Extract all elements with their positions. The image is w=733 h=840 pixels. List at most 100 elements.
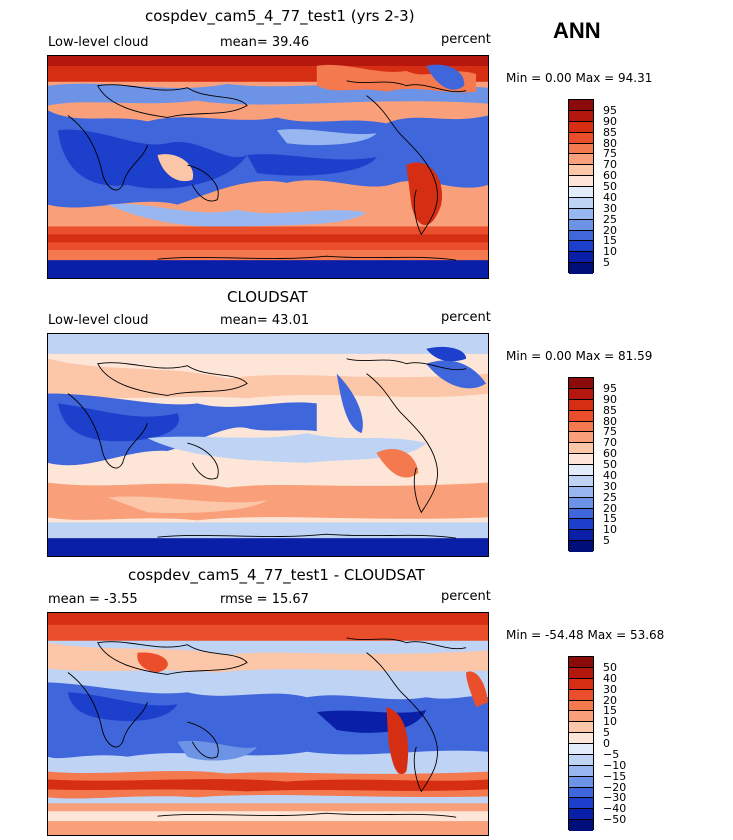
- colorbar-tick-label: 70: [603, 436, 617, 450]
- colorbar-swatch: [569, 519, 593, 531]
- colorbar-swatch: [569, 700, 593, 712]
- colorbar-tick-label: 15: [603, 512, 617, 526]
- colorbar-swatch: [569, 399, 593, 411]
- colorbar-tick-label: −50: [603, 813, 627, 827]
- colorbar-swatch: [569, 378, 593, 389]
- colorbar-tick-label: 50: [603, 660, 617, 674]
- colorbar-swatch: [569, 754, 593, 766]
- colorbar-swatch: [569, 410, 593, 422]
- colorbar-tick-label: 60: [603, 447, 617, 461]
- colorbar-tick-label: 40: [603, 468, 617, 482]
- colorbar: 95 90 85 80 75 70 60 50 40 30 25 20 15 10 5: [568, 99, 617, 274]
- colorbar-tick-label: 85: [603, 125, 617, 139]
- units-label: percent: [441, 32, 491, 47]
- colorbar-swatch: [569, 443, 593, 455]
- variable-label: Low-level cloud: [48, 35, 149, 50]
- colorbar-tick-label: 20: [603, 501, 617, 515]
- rmse-label: rmse = 15.67: [220, 592, 309, 607]
- colorbar-swatch: [569, 263, 593, 274]
- colorbar-tick-label: 10: [603, 715, 617, 729]
- colorbar-swatch: [569, 667, 593, 679]
- colorbar-swatch: [569, 508, 593, 520]
- colorbar-tick-label: 30: [603, 682, 617, 696]
- colorbar-swatch: [569, 733, 593, 744]
- minmax-label: Min = -54.48 Max = 53.68: [506, 628, 665, 642]
- colorbar-swatch: [569, 820, 593, 831]
- colorbar-swatch: [569, 154, 593, 166]
- variable-label: Low-level cloud: [48, 313, 149, 328]
- colorbar-tick-label: 75: [603, 147, 617, 161]
- colorbar-tick-label: 95: [603, 381, 617, 395]
- colorbar-swatch: [569, 165, 593, 177]
- colorbar-tick-label: −15: [603, 769, 627, 783]
- colorbar-swatch: [569, 143, 593, 155]
- colorbar-swatch: [569, 678, 593, 690]
- colorbar-swatch: [569, 121, 593, 133]
- difference-map: [47, 612, 489, 836]
- colorbar-tick-label: 10: [603, 245, 617, 259]
- colorbar-swatch: [569, 809, 593, 821]
- colorbar-swatch: [569, 252, 593, 264]
- season-label: ANN: [553, 18, 601, 43]
- colorbar-swatch: [569, 465, 593, 476]
- colorbar-tick-label: 20: [603, 693, 617, 707]
- colorbar-tick-label: 15: [603, 234, 617, 248]
- colorbar-swatch: [569, 176, 593, 187]
- colorbar-swatch: [569, 100, 593, 111]
- colorbar-swatch: [569, 208, 593, 220]
- colorbar-swatch: [569, 776, 593, 788]
- colorbar-tick-label: 80: [603, 136, 617, 150]
- minmax-label: Min = 0.00 Max = 94.31: [506, 71, 653, 85]
- units-label: percent: [441, 310, 491, 325]
- colorbar-swatch: [569, 475, 593, 487]
- minmax-label: Min = 0.00 Max = 81.59: [506, 349, 653, 363]
- colorbar-swatch: [569, 486, 593, 498]
- colorbar-tick-label: 90: [603, 114, 617, 128]
- colorbar-swatch: [569, 711, 593, 723]
- mean-label: mean = -3.55: [48, 592, 138, 607]
- colorbar-tick-label: 15: [603, 704, 617, 718]
- colorbar-tick-label: −40: [603, 802, 627, 816]
- colorbar-tick-label: −20: [603, 780, 627, 794]
- colorbar-tick-label: −5: [603, 747, 620, 761]
- units-label: percent: [441, 589, 491, 604]
- colorbar-tick-label: 25: [603, 212, 617, 226]
- colorbar-tick-label: 95: [603, 103, 617, 117]
- colorbar-swatch: [569, 132, 593, 144]
- panel-title: CLOUDSAT: [227, 288, 308, 306]
- colorbar-swatch: [569, 241, 593, 253]
- mean-label: mean= 43.01: [220, 313, 310, 328]
- colorbar-tick-label: 30: [603, 479, 617, 493]
- mean-label: mean= 39.46: [220, 35, 310, 50]
- colorbar-tick-label: 80: [603, 414, 617, 428]
- colorbar-swatch: [569, 187, 593, 198]
- colorbar-swatch: [569, 689, 593, 701]
- colorbar-swatch: [569, 230, 593, 242]
- colorbar-tick-label: −30: [603, 791, 627, 805]
- colorbar-swatch: [569, 388, 593, 400]
- colorbar-swatch: [569, 541, 593, 552]
- panel-title: cospdev_cam5_4_77_test1 (yrs 2-3): [145, 7, 415, 25]
- colorbar-swatch: [569, 722, 593, 734]
- colorbar-swatch: [569, 787, 593, 799]
- colorbar-swatch: [569, 765, 593, 777]
- colorbar-tick-label: 10: [603, 523, 617, 537]
- colorbar-swatch: [569, 497, 593, 509]
- colorbar-tick-label: 70: [603, 158, 617, 172]
- colorbar-tick-label: 20: [603, 223, 617, 237]
- colorbar-swatch: [569, 744, 593, 755]
- colorbar: 50 40 30 20 15 10 5 0 −5 −10 −15 −20 −30 −40 −50: [568, 656, 626, 831]
- colorbar-swatch: [569, 421, 593, 433]
- colorbar-tick-label: 75: [603, 425, 617, 439]
- colorbar-swatch: [569, 432, 593, 444]
- colorbar-swatch: [569, 197, 593, 209]
- colorbar-tick-label: 0: [603, 737, 610, 750]
- colorbar-tick-label: 5: [603, 256, 610, 270]
- colorbar-swatch: [569, 219, 593, 231]
- colorbar-swatch: [569, 530, 593, 542]
- colorbar: 95 90 85 80 75 70 60 50 40 30 25 20 15 10 5: [568, 377, 617, 552]
- colorbar-swatch: [569, 657, 593, 668]
- colorbar-tick-label: 25: [603, 490, 617, 504]
- colorbar-tick-label: 50: [603, 180, 617, 193]
- colorbar-swatch: [569, 454, 593, 465]
